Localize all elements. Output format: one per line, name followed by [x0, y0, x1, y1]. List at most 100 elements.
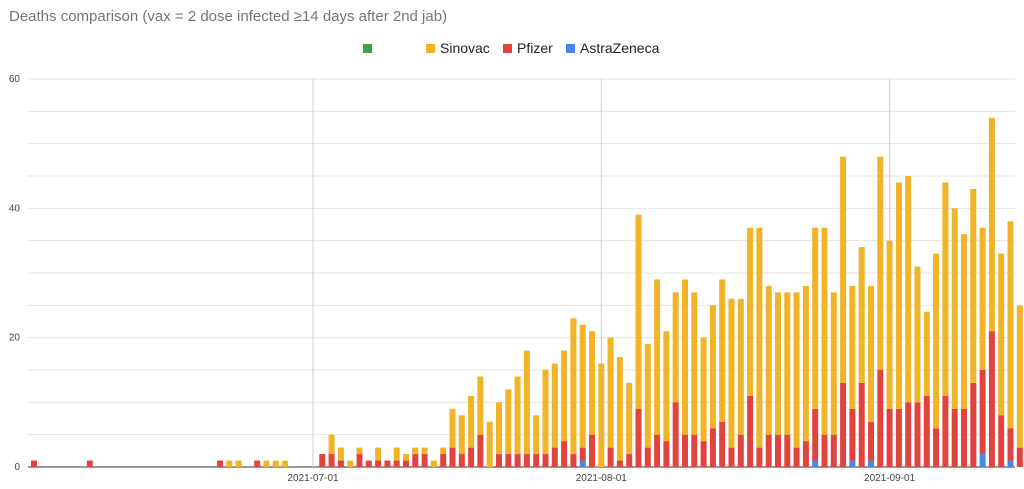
- bar-sinovac: [998, 253, 1005, 416]
- bar-sinovac: [347, 460, 354, 467]
- bar-sinovac: [1016, 305, 1023, 448]
- bar-sinovac: [858, 247, 865, 383]
- bar-pfizer: [988, 331, 995, 467]
- bar-sinovac: [868, 285, 874, 422]
- bar-pfizer: [737, 434, 744, 467]
- bar-sinovac: [821, 227, 828, 435]
- bar-pfizer: [942, 395, 949, 467]
- bar-pfizer: [449, 447, 456, 467]
- bar-pfizer: [319, 454, 326, 467]
- bar-sinovac: [933, 253, 940, 429]
- bar-pfizer: [784, 434, 791, 467]
- bar-astrazeneca: [979, 454, 986, 467]
- bar-sinovac: [356, 447, 363, 455]
- bar-pfizer: [747, 395, 754, 467]
- bar-sinovac: [589, 331, 595, 435]
- bar-pfizer: [756, 447, 763, 467]
- y-tick-label: 40: [9, 203, 21, 214]
- bar-pfizer: [533, 454, 540, 467]
- bar-pfizer: [505, 454, 512, 467]
- bar-sinovac: [561, 350, 568, 442]
- bar-pfizer: [375, 460, 382, 467]
- bar-pfizer: [421, 454, 428, 467]
- bar-sinovac: [682, 279, 688, 435]
- bar-sinovac: [951, 208, 958, 409]
- bar-sinovac: [337, 447, 344, 461]
- bar-sinovac: [747, 227, 754, 396]
- bar-sinovac: [551, 363, 558, 448]
- bar-pfizer: [607, 447, 614, 467]
- y-tick-label: 0: [14, 462, 20, 473]
- bar-pfizer: [933, 428, 940, 467]
- bar-sinovac: [988, 117, 995, 332]
- bar-sinovac: [691, 292, 698, 435]
- bar-pfizer: [217, 460, 223, 467]
- bar-sinovac: [700, 337, 707, 442]
- y-tick-label: 60: [9, 74, 21, 85]
- bar-sinovac: [756, 227, 763, 448]
- bar-sinovac: [412, 447, 419, 455]
- bar-sinovac: [923, 311, 930, 396]
- bar-sinovac: [840, 156, 847, 383]
- bar-pfizer: [682, 434, 688, 467]
- bar-sinovac: [328, 434, 335, 455]
- bar-pfizer: [514, 454, 521, 467]
- bar-astrazeneca: [812, 460, 819, 467]
- bar-pfizer: [365, 460, 372, 467]
- bar-pfizer: [765, 434, 772, 467]
- bar-sinovac: [784, 292, 791, 435]
- bar-pfizer: [523, 454, 530, 467]
- bar-pfizer: [635, 408, 642, 467]
- bar-pfizer: [254, 460, 261, 467]
- bar-sinovac: [486, 421, 493, 467]
- y-axis: 0 20 40 60: [9, 74, 21, 473]
- bar-pfizer: [775, 434, 781, 467]
- bar-astrazeneca: [1007, 460, 1014, 467]
- bar-pfizer: [570, 454, 577, 467]
- bar-pfizer: [895, 408, 902, 467]
- bar-pfizer: [951, 408, 958, 467]
- bar-pfizer: [672, 402, 679, 467]
- bar-pfizer: [496, 454, 502, 467]
- bar-pfizer: [412, 454, 419, 467]
- bar-sinovac: [505, 389, 512, 455]
- bar-pfizer: [858, 382, 865, 467]
- bar-sinovac: [765, 285, 772, 435]
- bar-sinovac: [598, 363, 605, 467]
- bar-pfizer: [458, 454, 465, 467]
- bar-pfizer: [849, 408, 856, 461]
- bar-sinovac: [719, 279, 726, 422]
- bar-pfizer: [886, 408, 893, 467]
- bar-pfizer: [561, 441, 568, 467]
- bar-pfizer: [626, 454, 633, 467]
- bar-sinovac: [533, 415, 540, 455]
- bar-pfizer: [1016, 447, 1023, 467]
- bar-pfizer: [356, 454, 363, 467]
- bar-sinovac: [709, 305, 716, 429]
- x-tick-label: 2021-07-01: [287, 473, 339, 484]
- legend-label: Sinovac: [440, 40, 490, 56]
- bar-sinovac: [802, 285, 809, 442]
- bar-sinovac: [430, 460, 437, 467]
- bar-sinovac: [626, 382, 633, 455]
- bar-pfizer: [86, 460, 93, 467]
- bar-sinovac: [226, 460, 233, 467]
- y-tick-label: 20: [9, 333, 21, 344]
- legend-label: AstraZeneca: [580, 40, 660, 56]
- chart-bars: [31, 117, 1023, 467]
- bar-pfizer: [709, 428, 716, 467]
- bar-sinovac: [393, 447, 400, 461]
- bar-sinovac: [1007, 221, 1014, 429]
- bar-sinovac: [737, 298, 744, 435]
- bar-astrazeneca: [868, 460, 874, 467]
- bar-sinovac: [812, 227, 819, 409]
- bar-pfizer: [31, 460, 37, 467]
- bar-pfizer: [970, 382, 977, 467]
- bar-sinovac: [375, 447, 382, 461]
- bar-sinovac: [672, 292, 679, 403]
- bar-sinovac: [793, 292, 800, 448]
- bar-pfizer: [337, 460, 344, 467]
- legend-swatch: [363, 44, 372, 53]
- legend-label: Pfizer: [517, 40, 553, 56]
- bar-pfizer: [644, 447, 651, 467]
